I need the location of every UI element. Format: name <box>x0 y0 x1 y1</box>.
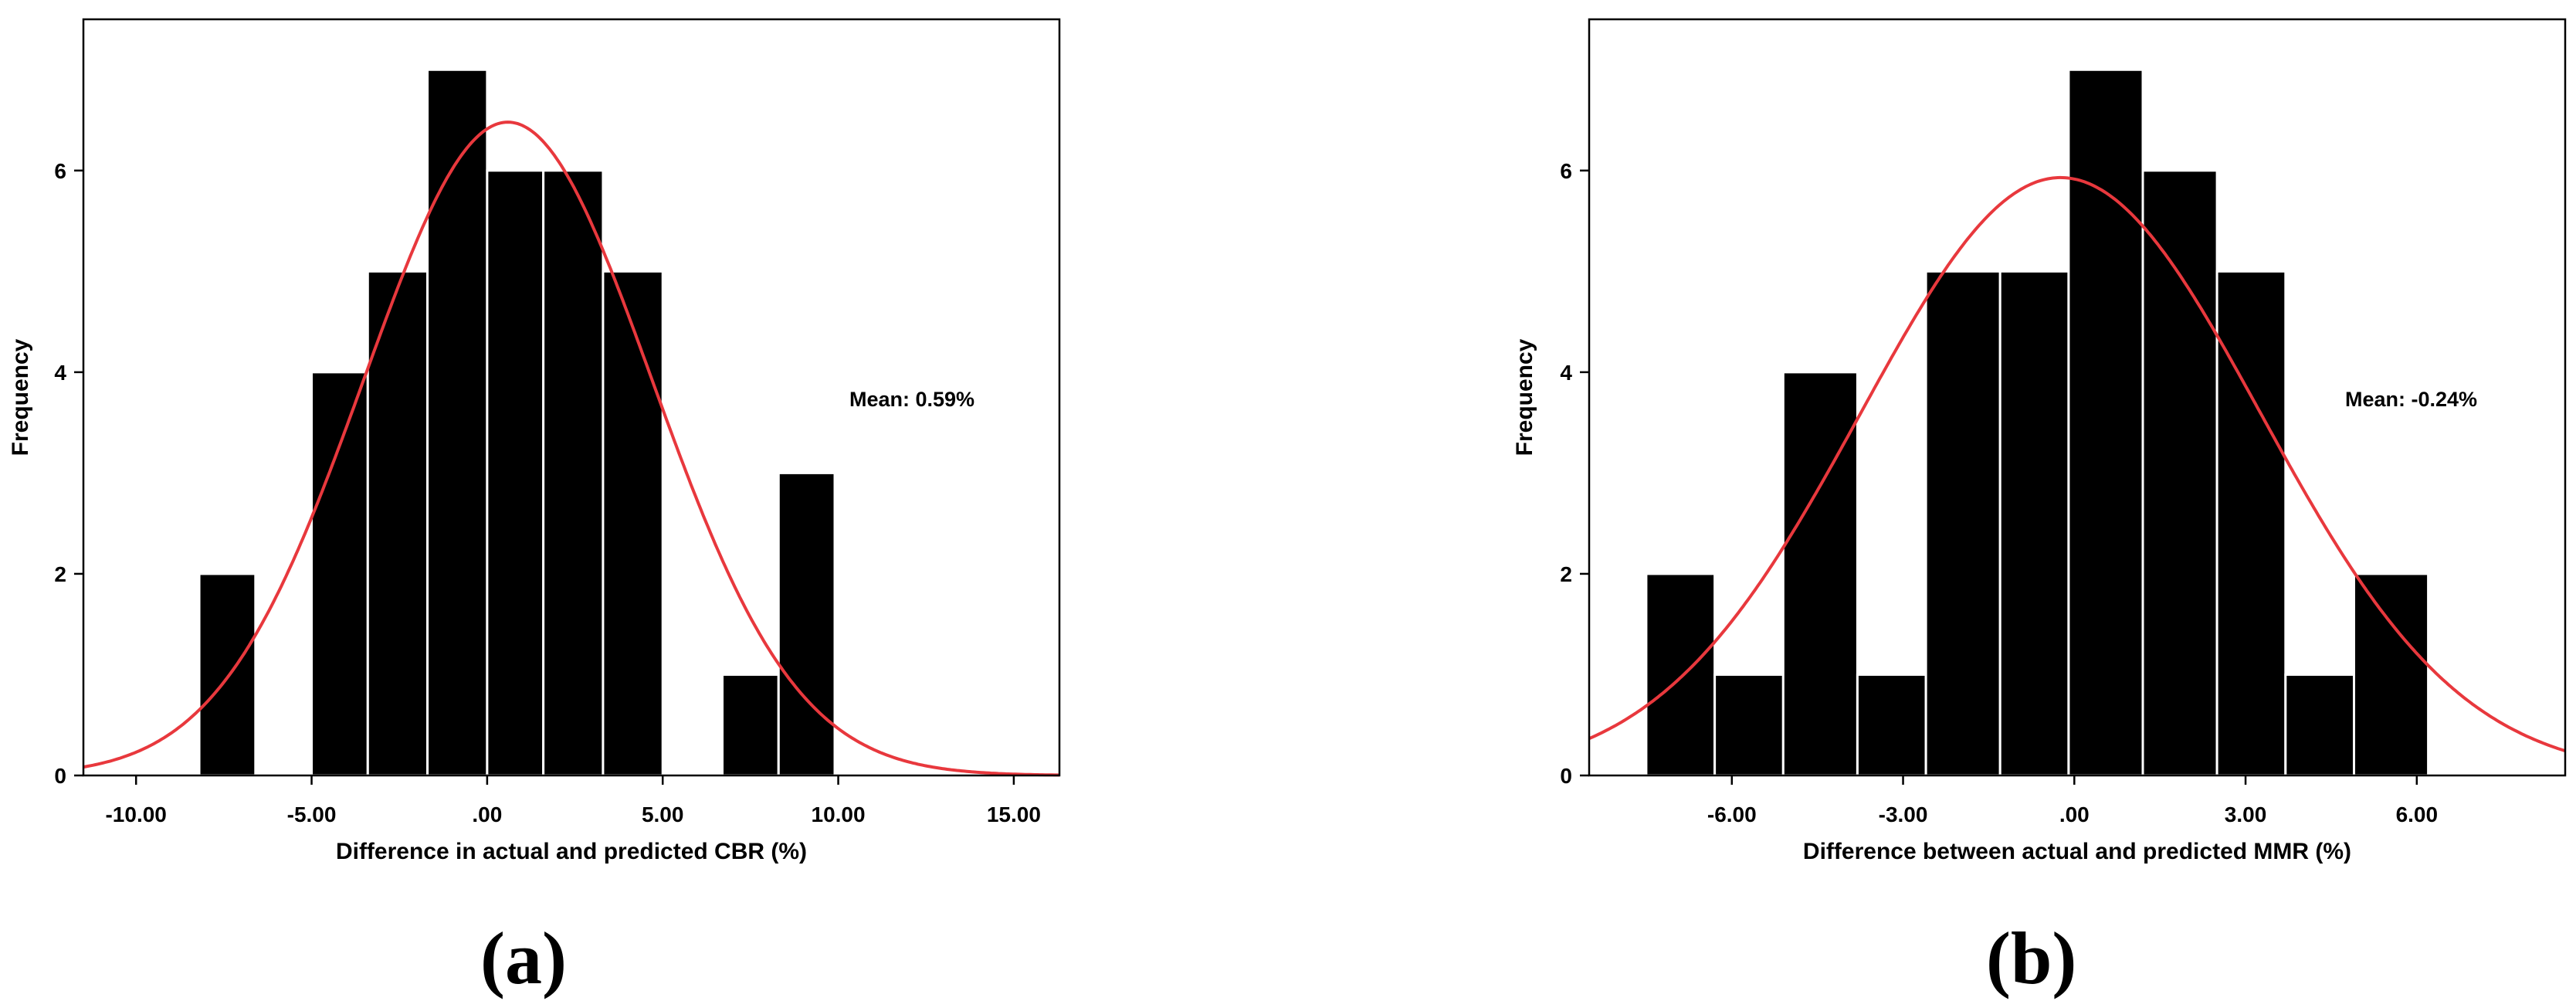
histogram-bar <box>721 673 780 777</box>
chart-panel-a: -10.00 -5.00 .00 5.00 10.00 15.00 0 2 4 6 Differen… <box>8 18 1061 864</box>
histogram-bar <box>1856 673 1927 777</box>
panel-label-b: (b) <box>1986 917 2077 999</box>
histogram-bar <box>1713 673 1785 777</box>
mean-annotation: Mean: -0.24% <box>2345 388 2477 411</box>
x-tick-label: 6.00 <box>2396 802 2439 826</box>
x-tick-label: -10.00 <box>105 802 166 826</box>
histogram-bar <box>542 169 605 777</box>
histogram-bar <box>1998 270 2070 777</box>
y-tick-label: 6 <box>1560 159 1572 183</box>
normal-curve <box>1588 175 2566 753</box>
histogram-bar <box>1924 270 2001 777</box>
x-tick-label: 15.00 <box>987 802 1041 826</box>
histogram-bar <box>310 371 369 777</box>
y-tick-label: 4 <box>1560 361 1572 385</box>
chart-panel-b: -6.00 -3.00 .00 3.00 6.00 0 2 4 6 Difference betw… <box>1512 18 2567 864</box>
y-tick-label: 0 <box>1560 764 1572 788</box>
plot-frame <box>1588 18 2567 777</box>
x-tick-label: .00 <box>472 802 502 826</box>
histogram-bar <box>777 471 836 777</box>
panel-label-a: (a) <box>480 917 567 999</box>
y-tick-label: 6 <box>54 159 66 183</box>
x-tick-label: 10.00 <box>812 802 866 826</box>
normal-curve <box>83 120 1060 777</box>
y-tick-label: 2 <box>1560 562 1572 586</box>
x-axis-title: Difference between actual and predicted … <box>1803 839 2351 864</box>
x-tick-label: .00 <box>2059 802 2090 826</box>
histogram-bar <box>2353 572 2430 777</box>
y-tick-label: 2 <box>54 562 66 586</box>
plot-frame <box>82 18 1061 777</box>
histogram-bar <box>2141 169 2218 777</box>
y-axis-title: Frequency <box>8 338 33 456</box>
y-tick-label: 0 <box>54 764 66 788</box>
x-tick-label: -6.00 <box>1707 802 1757 826</box>
histogram-bar <box>1781 371 1859 777</box>
histogram-bar <box>198 572 257 777</box>
x-tick-label: -3.00 <box>1879 802 1928 826</box>
histogram-bar <box>602 270 664 777</box>
histogram-bar <box>486 169 545 777</box>
y-tick-label: 4 <box>54 361 66 385</box>
y-axis-title: Frequency <box>1512 338 1537 456</box>
x-tick-label: 3.00 <box>2225 802 2267 826</box>
histogram-bar <box>2215 270 2287 777</box>
histogram-bar <box>366 270 429 777</box>
x-tick-label: 5.00 <box>642 802 684 826</box>
mean-annotation: Mean: 0.59% <box>849 388 974 411</box>
histogram-bar <box>2067 68 2144 777</box>
histogram-bar <box>2284 673 2356 777</box>
x-tick-label: -5.00 <box>287 802 337 826</box>
histogram-bar <box>426 68 489 777</box>
x-axis-title: Difference in actual and predicted CBR (… <box>336 839 807 864</box>
histogram-bar <box>1645 572 1717 777</box>
